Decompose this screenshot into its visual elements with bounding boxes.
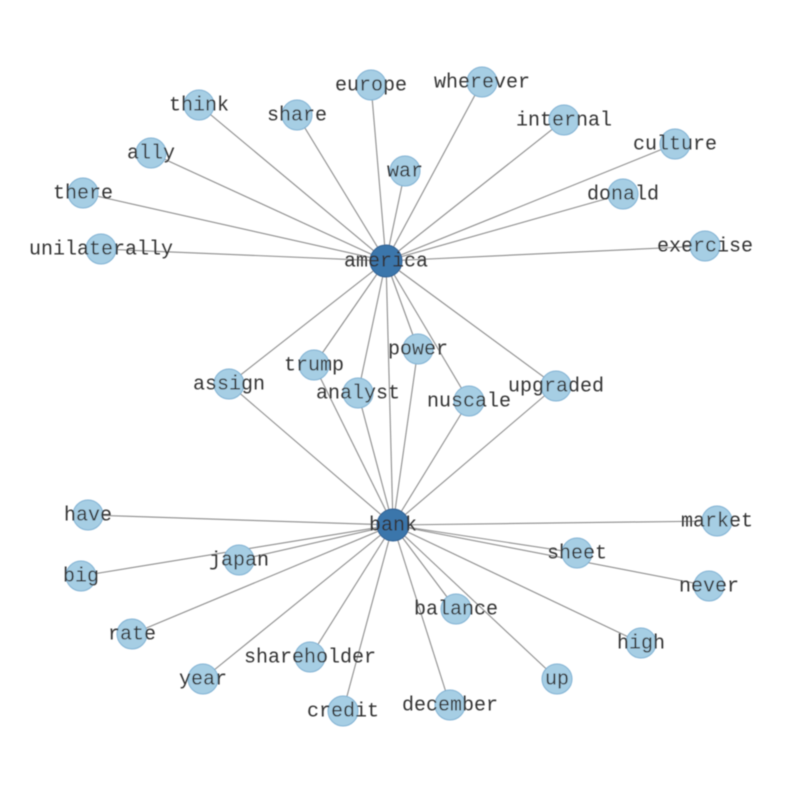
svg-text:big: big — [63, 565, 99, 588]
svg-text:think: think — [169, 94, 229, 117]
svg-text:up: up — [545, 668, 569, 691]
svg-text:sheet: sheet — [547, 542, 607, 565]
svg-text:europe: europe — [335, 74, 407, 97]
svg-text:power: power — [388, 338, 448, 361]
svg-text:assign: assign — [193, 373, 265, 396]
svg-text:nuscale: nuscale — [427, 390, 511, 413]
svg-text:there: there — [53, 182, 113, 205]
svg-text:never: never — [679, 575, 739, 598]
svg-text:have: have — [64, 504, 112, 527]
svg-text:donald: donald — [587, 183, 659, 206]
svg-text:upgraded: upgraded — [508, 375, 604, 398]
svg-text:bank: bank — [369, 514, 417, 537]
svg-text:america: america — [344, 250, 428, 273]
svg-text:high: high — [617, 632, 665, 655]
svg-text:war: war — [387, 160, 423, 183]
svg-text:internal: internal — [516, 109, 612, 132]
svg-text:shareholder: shareholder — [244, 646, 376, 669]
svg-text:balance: balance — [414, 598, 498, 621]
svg-text:wherever: wherever — [434, 71, 530, 94]
svg-text:japan: japan — [209, 549, 269, 572]
svg-text:unilaterally: unilaterally — [29, 238, 173, 261]
svg-text:share: share — [267, 104, 327, 127]
svg-text:exercise: exercise — [657, 235, 753, 258]
svg-text:analyst: analyst — [316, 382, 400, 405]
svg-text:year: year — [179, 668, 227, 691]
svg-text:credit: credit — [307, 700, 379, 723]
svg-text:trump: trump — [284, 354, 344, 377]
svg-text:december: december — [402, 694, 498, 717]
svg-text:market: market — [681, 510, 753, 533]
svg-text:ally: ally — [127, 142, 175, 165]
svg-text:culture: culture — [633, 133, 717, 156]
svg-text:rate: rate — [108, 623, 156, 646]
